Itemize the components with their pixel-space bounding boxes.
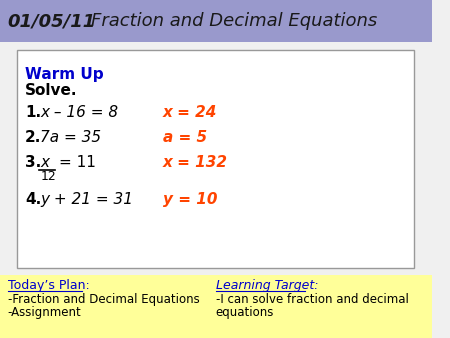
Text: Fraction and Decimal Equations: Fraction and Decimal Equations <box>91 12 378 30</box>
Text: 12: 12 <box>40 170 56 183</box>
Text: x: x <box>40 155 49 170</box>
Text: Today’s Plan:: Today’s Plan: <box>8 279 90 292</box>
Text: Solve.: Solve. <box>25 83 77 98</box>
Text: 01/05/11: 01/05/11 <box>8 12 96 30</box>
Text: equations: equations <box>216 306 274 319</box>
Text: 4.: 4. <box>25 192 41 207</box>
Text: 7a = 35: 7a = 35 <box>40 130 101 145</box>
Text: x – 16 = 8: x – 16 = 8 <box>40 105 118 120</box>
Text: 3.: 3. <box>25 155 41 170</box>
Text: = 11: = 11 <box>59 155 96 170</box>
Text: x = 132: x = 132 <box>163 155 228 170</box>
FancyBboxPatch shape <box>0 0 432 42</box>
Text: 1.: 1. <box>25 105 41 120</box>
Text: -Fraction and Decimal Equations: -Fraction and Decimal Equations <box>8 293 199 306</box>
Text: a = 5: a = 5 <box>163 130 207 145</box>
Text: Learning Target:: Learning Target: <box>216 279 318 292</box>
Text: y + 21 = 31: y + 21 = 31 <box>40 192 133 207</box>
Text: x = 24: x = 24 <box>163 105 217 120</box>
FancyBboxPatch shape <box>0 275 432 338</box>
Text: -Assignment: -Assignment <box>8 306 81 319</box>
FancyBboxPatch shape <box>17 50 414 268</box>
Text: -I can solve fraction and decimal: -I can solve fraction and decimal <box>216 293 409 306</box>
Text: Warm Up: Warm Up <box>25 67 104 82</box>
Text: y = 10: y = 10 <box>163 192 217 207</box>
Text: 2.: 2. <box>25 130 41 145</box>
